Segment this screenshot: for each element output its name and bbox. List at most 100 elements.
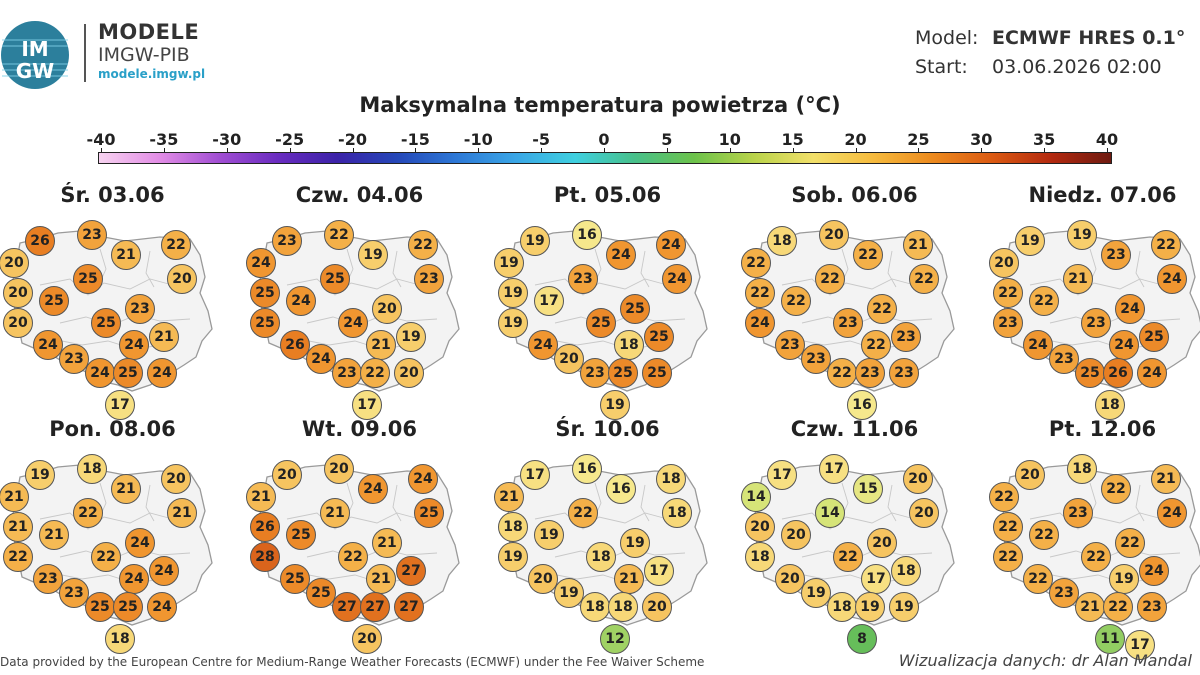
temperature-marker: 26 [25, 226, 55, 256]
temperature-marker: 17 [105, 390, 135, 420]
brand-url-link[interactable]: modele.imgw.pl [98, 67, 206, 81]
temperature-marker: 18 [827, 592, 857, 622]
temperature-marker: 21 [614, 564, 644, 594]
temperature-marker: 24 [338, 308, 368, 338]
temperature-marker: 22 [73, 498, 103, 528]
day-panel: Sob. 06.06 18 20 21 22 22 22 22 22 22 22 24 23 23 23 22… [741, 183, 967, 420]
colorbar-tick-label: -25 [275, 130, 305, 149]
colorbar-tick-label: -30 [212, 130, 242, 149]
temperature-marker: 21 [1151, 464, 1181, 494]
temperature-marker: 18 [1095, 390, 1125, 420]
temperature-marker: 22 [91, 542, 121, 572]
temperature-marker: 23 [1137, 592, 1167, 622]
temperature-marker: 22 [861, 330, 891, 360]
temperature-marker: 20 [989, 248, 1019, 278]
day-panel: Czw. 04.06 23 22 22 24 19 23 25 25 24 20 25 24 19 26 21… [246, 183, 472, 420]
model-label: Model: [915, 27, 979, 49]
temperature-marker: 21 [111, 240, 141, 270]
colorbar-tick-mark [729, 148, 731, 153]
temperature-marker: 22 [827, 358, 857, 388]
temperature-marker: 25 [1139, 322, 1169, 352]
temperature-marker: 12 [600, 624, 630, 654]
temperature-marker: 27 [396, 556, 426, 586]
temperature-marker: 21 [372, 528, 402, 558]
colorbar-tick-mark [101, 148, 102, 153]
temperature-marker: 18 [608, 592, 638, 622]
colorbar-tick-mark [352, 148, 354, 153]
temperature-marker: 18 [105, 624, 135, 654]
temperature-marker: 24 [147, 358, 177, 388]
temperature-marker: 19 [358, 240, 388, 270]
temperature-marker: 19 [801, 578, 831, 608]
temperature-marker: 20 [903, 464, 933, 494]
day-panel: Pt. 05.06 19 16 24 19 24 24 23 19 17 25 19 25 25 24 18 2… [494, 183, 720, 420]
temperature-marker: 23 [889, 358, 919, 388]
temperature-marker: 21 [39, 520, 69, 550]
temperature-marker: 21 [494, 482, 524, 512]
temperature-marker: 20 [161, 464, 191, 494]
temperature-marker: 18 [1067, 454, 1097, 484]
temperature-marker: 24 [1137, 358, 1167, 388]
temperature-marker: 25 [113, 592, 143, 622]
temperature-marker: 18 [614, 330, 644, 360]
temperature-marker: 22 [161, 230, 191, 260]
temperature-marker: 22 [1029, 286, 1059, 316]
temperature-marker: 21 [246, 482, 276, 512]
temperature-marker: 20 [775, 564, 805, 594]
colorbar-tick-mark [541, 148, 543, 153]
colorbar-tick-mark [855, 148, 857, 153]
temperature-marker: 18 [580, 592, 610, 622]
svg-text:IM: IM [21, 37, 48, 61]
start-value: 03.06.2026 02:00 [992, 56, 1162, 78]
temperature-marker: 20 [0, 248, 29, 278]
temperature-marker: 25 [280, 564, 310, 594]
colorbar-tick-mark [604, 148, 605, 153]
temperature-marker: 19 [534, 520, 564, 550]
temperature-marker: 24 [85, 358, 115, 388]
temperature-marker: 24 [119, 564, 149, 594]
temperature-marker: 17 [861, 564, 891, 594]
colorbar-tick-mark [478, 148, 480, 153]
temperature-marker: 23 [775, 330, 805, 360]
temperature-marker: 17 [352, 390, 382, 420]
temperature-marker: 25 [286, 520, 316, 550]
temperature-marker: 17 [819, 454, 849, 484]
colorbar-tick-label: -10 [463, 130, 493, 149]
colorbar-tick-label: -5 [532, 130, 551, 149]
temperature-marker: 24 [147, 592, 177, 622]
temperature-marker: 24 [246, 248, 276, 278]
temperature-marker: 25 [1075, 358, 1105, 388]
colorbar-tick-label: 0 [598, 130, 610, 149]
temperature-marker: 24 [33, 330, 63, 360]
temperature-marker: 28 [250, 542, 280, 572]
temperature-marker: 16 [847, 390, 877, 420]
day-label: Niedz. 07.06 [1028, 183, 1177, 207]
temperature-marker: 23 [833, 308, 863, 338]
day-label: Sob. 06.06 [791, 183, 918, 207]
temperature-marker: 22 [989, 482, 1019, 512]
data-credit: Data provided by the European Centre for… [0, 655, 705, 669]
temperature-marker: 25 [250, 278, 280, 308]
temperature-marker: 20 [167, 264, 197, 294]
temperature-marker: 19 [620, 528, 650, 558]
temperature-marker: 22 [568, 498, 598, 528]
temperature-marker: 23 [125, 294, 155, 324]
temperature-marker: 21 [111, 474, 141, 504]
temperature-marker: 23 [1063, 498, 1093, 528]
imgw-logo: IM GW [0, 20, 70, 90]
temperature-marker: 18 [891, 556, 921, 586]
temperature-marker: 23 [33, 564, 63, 594]
temperature-marker: 24 [125, 528, 155, 558]
temperature-marker: 26 [250, 512, 280, 542]
colorbar-tick-mark [666, 148, 668, 153]
temperature-marker: 20 [272, 460, 302, 490]
temperature-marker: 18 [586, 542, 616, 572]
temperature-marker: 24 [149, 556, 179, 586]
temperature-marker: 23 [568, 264, 598, 294]
temperature-marker: 24 [1157, 264, 1187, 294]
start-label: Start: [915, 56, 968, 78]
day-panel: Pt. 12.06 20 18 21 22 22 24 23 22 22 22 22 22 24 22 19 2… [989, 417, 1200, 660]
temperature-marker: 25 [306, 578, 336, 608]
svg-text:GW: GW [16, 59, 54, 83]
temperature-marker: 24 [656, 230, 686, 260]
